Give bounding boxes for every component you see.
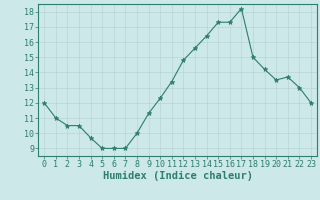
X-axis label: Humidex (Indice chaleur): Humidex (Indice chaleur) xyxy=(103,171,252,181)
